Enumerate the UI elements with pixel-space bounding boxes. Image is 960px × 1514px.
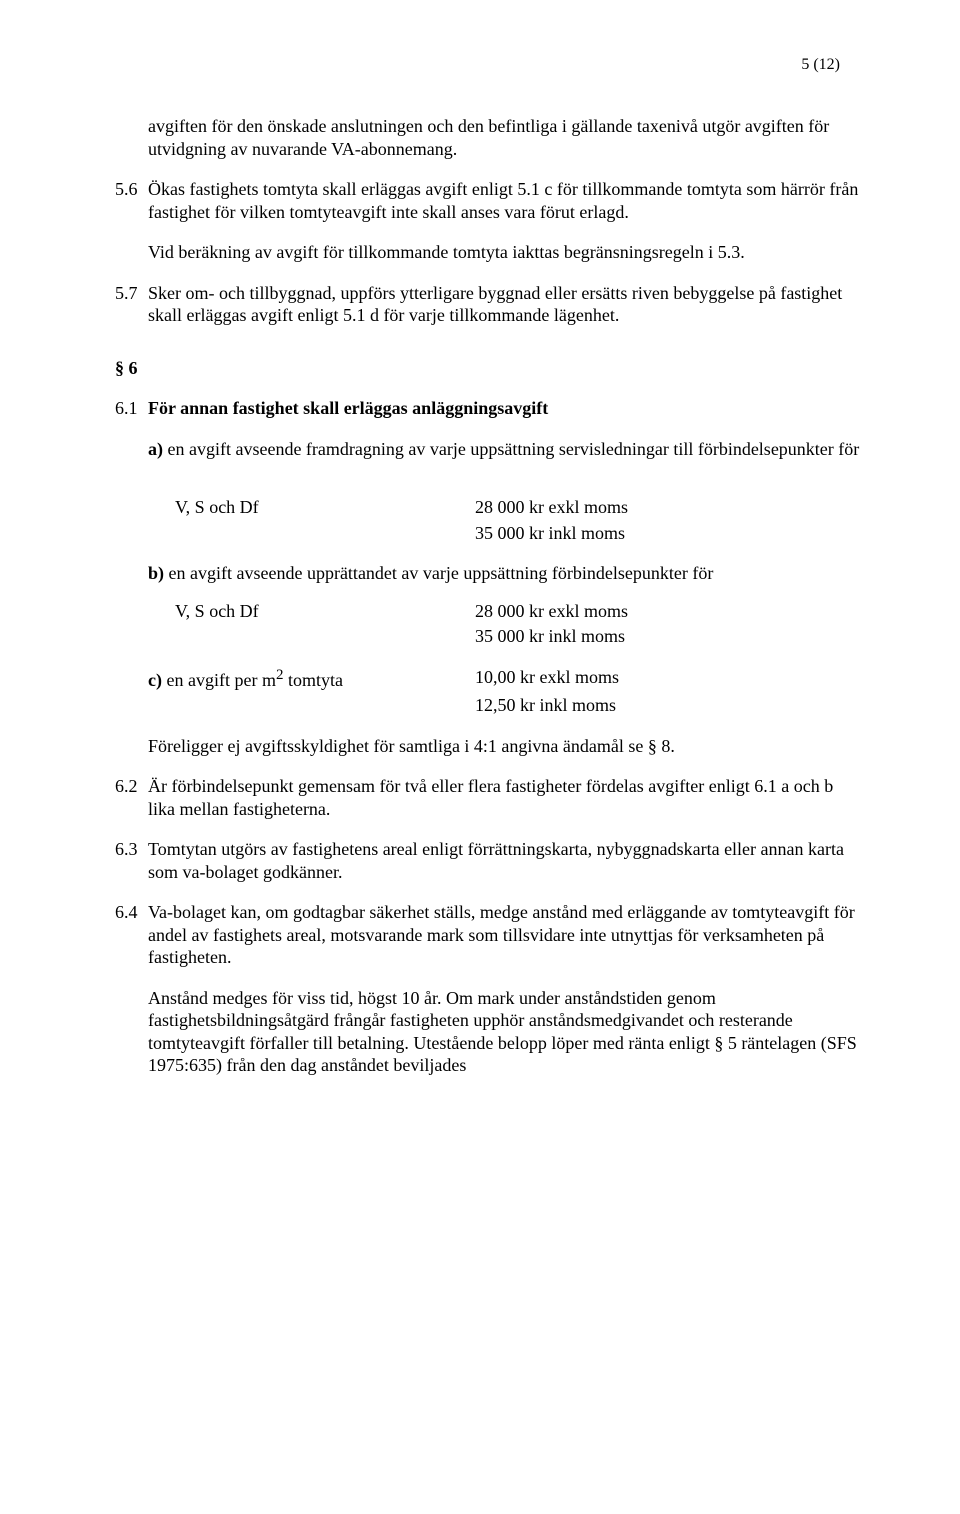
item-6-1: 6.1 För annan fastighet skall erläggas a…: [115, 397, 860, 478]
section-6-head: § 6: [115, 357, 860, 380]
price-key: [175, 625, 475, 648]
item-6-4-p1: Va-bolaget kan, om godtagbar säkerhet st…: [148, 901, 860, 969]
list-text-pre: en avgift per m: [162, 670, 276, 690]
list-letter-b: b): [148, 563, 164, 583]
item-6-1-head: För annan fastighet skall erläggas anläg…: [148, 397, 860, 420]
item-5-6-sub: Vid beräkning av avgift för tillkommande…: [115, 241, 860, 264]
item-body: För annan fastighet skall erläggas anläg…: [148, 397, 860, 478]
price-val: 10,00 kr exkl moms: [475, 666, 860, 692]
item-number: 6.2: [115, 775, 148, 820]
item-number: 5.7: [115, 282, 148, 327]
item-text: Sker om- och tillbyggnad, uppförs ytterl…: [148, 282, 860, 327]
price-val: 35 000 kr inkl moms: [475, 522, 860, 545]
price-key: [175, 522, 475, 545]
item-body: Va-bolaget kan, om godtagbar säkerhet st…: [148, 901, 860, 1077]
price-row-b2: 35 000 kr inkl moms: [115, 625, 860, 648]
price-val: 28 000 kr exkl moms: [475, 600, 860, 623]
item-5-6: 5.6 Ökas fastighets tomtyta skall erlägg…: [115, 178, 860, 223]
list-text-post: tomtyta: [283, 670, 343, 690]
paragraph-intro: avgiften för den önskade anslutningen oc…: [115, 115, 860, 160]
item-number: 6.4: [115, 901, 148, 1077]
price-key: V, S och Df: [175, 600, 475, 623]
price-row-a2: 35 000 kr inkl moms: [115, 522, 860, 545]
price-val: 12,50 kr inkl moms: [475, 694, 860, 717]
document-page: 5 (12) avgiften för den önskade anslutni…: [0, 0, 960, 1514]
item-6-1-footer: Föreligger ej avgiftsskyldighet för samt…: [115, 735, 860, 758]
item-number: 6.1: [115, 397, 148, 478]
item-6-4-p2: Anstånd medges för viss tid, högst 10 år…: [148, 987, 860, 1077]
item-6-1-c: c) en avgift per m2 tomtyta: [148, 666, 475, 692]
item-text: Ökas fastighets tomtyta skall erläggas a…: [148, 178, 860, 223]
item-text: Är förbindelsepunkt gemensam för två ell…: [148, 775, 860, 820]
item-6-1-a: a) en avgift avseende framdragning av va…: [148, 438, 860, 461]
price-row-b1: V, S och Df 28 000 kr exkl moms: [115, 600, 860, 623]
item-5-7: 5.7 Sker om- och tillbyggnad, uppförs yt…: [115, 282, 860, 327]
item-number: 5.6: [115, 178, 148, 223]
item-6-2: 6.2 Är förbindelsepunkt gemensam för två…: [115, 775, 860, 820]
item-6-3: 6.3 Tomtytan utgörs av fastighetens area…: [115, 838, 860, 883]
page-number: 5 (12): [115, 55, 860, 75]
price-row-a1: V, S och Df 28 000 kr exkl moms: [115, 496, 860, 519]
price-row-c2: 12,50 kr inkl moms: [115, 694, 860, 717]
price-key: [175, 694, 475, 717]
list-letter-a: a): [148, 439, 163, 459]
item-6-4: 6.4 Va-bolaget kan, om godtagbar säkerhe…: [115, 901, 860, 1077]
list-text: en avgift avseende framdragning av varje…: [163, 439, 859, 459]
list-letter-c: c): [148, 670, 162, 690]
list-text: en avgift avseende upprättandet av varje…: [164, 563, 713, 583]
price-val: 28 000 kr exkl moms: [475, 496, 860, 519]
item-number: 6.3: [115, 838, 148, 883]
item-6-1-b: b) en avgift avseende upprättandet av va…: [115, 562, 860, 585]
item-text: Tomtytan utgörs av fastighetens areal en…: [148, 838, 860, 883]
price-row-c1: c) en avgift per m2 tomtyta 10,00 kr exk…: [115, 666, 860, 692]
price-val: 35 000 kr inkl moms: [475, 625, 860, 648]
price-key: V, S och Df: [175, 496, 475, 519]
